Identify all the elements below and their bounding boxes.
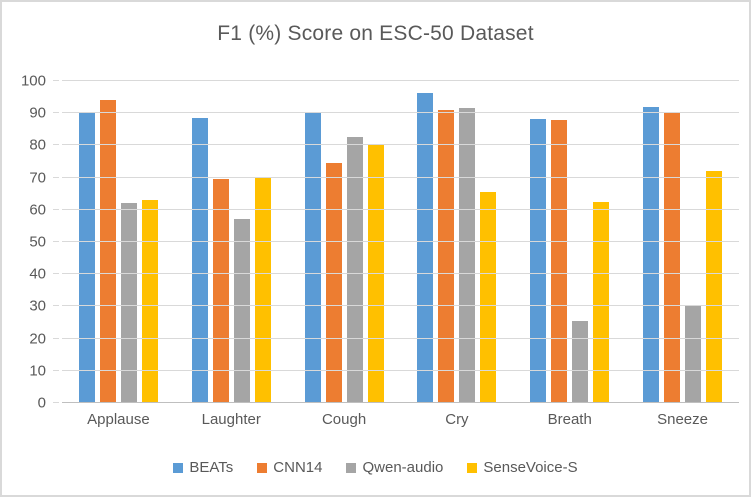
bar-beats-sneeze bbox=[643, 106, 660, 403]
gridline-40 bbox=[62, 273, 739, 275]
x-tick-label-sneeze: Sneeze bbox=[657, 411, 708, 428]
x-tick-label-cry: Cry bbox=[445, 411, 469, 428]
bar-qwen-audio-sneeze bbox=[685, 306, 702, 403]
y-tick-mark-80 bbox=[53, 144, 59, 146]
y-tick-label-40: 40 bbox=[29, 265, 46, 283]
bar-cnn14-cough bbox=[325, 163, 342, 403]
legend-label: Qwen-audio bbox=[362, 459, 444, 476]
bar-group-cough bbox=[288, 81, 401, 403]
y-tick-mark-100 bbox=[53, 80, 59, 81]
y-tick-label-0: 0 bbox=[37, 394, 46, 412]
gridline-30 bbox=[62, 305, 739, 307]
y-tick-mark-20 bbox=[53, 337, 59, 339]
gridline-50 bbox=[62, 241, 739, 242]
y-tick-mark-70 bbox=[53, 176, 59, 178]
y-tick-label-20: 20 bbox=[29, 330, 46, 348]
bar-qwen-audio-laughter bbox=[233, 219, 250, 403]
bar-cnn14-laughter bbox=[212, 179, 229, 403]
plot-area bbox=[53, 80, 739, 403]
legend-swatch-icon bbox=[467, 462, 478, 473]
bar-beats-cry bbox=[417, 92, 434, 403]
y-tick-mark-50 bbox=[53, 241, 59, 242]
legend-swatch-icon bbox=[346, 462, 357, 473]
y-tick-mark-30 bbox=[53, 305, 59, 307]
legend-item-beats: BEATs bbox=[173, 459, 233, 476]
y-tick-mark-10 bbox=[53, 369, 59, 371]
x-axis: Applause Laughter Cough Cry Breath Sneeze bbox=[62, 411, 739, 428]
bar-qwen-audio-applause bbox=[120, 203, 137, 403]
y-tick-mark-90 bbox=[53, 112, 59, 114]
y-tick-mark-60 bbox=[53, 208, 59, 210]
gridline-80 bbox=[62, 144, 739, 146]
bar-sensevoice-s-breath bbox=[593, 201, 610, 403]
legend-item-sensevoice-s: SenseVoice-S bbox=[467, 459, 578, 476]
y-tick-label-70: 70 bbox=[29, 169, 46, 187]
legend-label: BEATs bbox=[189, 459, 234, 476]
legend: BEATs CNN14 Qwen-audio SenseVoice-S bbox=[2, 459, 749, 476]
legend-label: CNN14 bbox=[273, 459, 323, 476]
x-axis-line bbox=[62, 402, 739, 403]
legend-swatch-icon bbox=[257, 462, 268, 473]
y-tick-label-50: 50 bbox=[29, 233, 46, 251]
y-tick-label-60: 60 bbox=[29, 201, 46, 219]
y-tick-label-90: 90 bbox=[29, 104, 46, 122]
bar-qwen-audio-cry bbox=[459, 107, 476, 403]
bar-group-cry bbox=[400, 81, 513, 403]
bar-sensevoice-s-cry bbox=[480, 192, 497, 403]
bar-group-laughter bbox=[175, 81, 288, 403]
bar-cnn14-cry bbox=[438, 109, 455, 403]
y-tick-mark-40 bbox=[53, 273, 59, 275]
gridline-100 bbox=[62, 80, 739, 81]
bar-group-sneeze bbox=[626, 81, 739, 403]
x-tick-label-breath: Breath bbox=[547, 411, 592, 428]
bar-qwen-audio-breath bbox=[572, 320, 589, 403]
bar-sensevoice-s-sneeze bbox=[706, 171, 723, 403]
bar-cnn14-sneeze bbox=[664, 112, 681, 403]
y-tick-label-10: 10 bbox=[29, 362, 46, 380]
bar-beats-breath bbox=[530, 118, 547, 403]
gridline-10 bbox=[62, 369, 739, 371]
legend-item-qwen-audio: Qwen-audio bbox=[346, 459, 443, 476]
y-tick-label-80: 80 bbox=[29, 136, 46, 154]
bar-sensevoice-s-applause bbox=[141, 200, 158, 403]
y-tick-label-100: 100 bbox=[20, 72, 46, 90]
bar-groups bbox=[62, 81, 739, 403]
bar-beats-applause bbox=[78, 111, 95, 403]
legend-swatch-icon bbox=[173, 462, 184, 473]
bar-cnn14-breath bbox=[551, 119, 568, 403]
bar-cnn14-applause bbox=[99, 100, 116, 403]
x-tick-label-laughter: Laughter bbox=[201, 411, 261, 428]
y-tick-label-30: 30 bbox=[29, 297, 46, 315]
bar-group-applause bbox=[62, 81, 175, 403]
x-tick-label-applause: Applause bbox=[87, 411, 150, 428]
chart-title: F1 (%) Score on ESC-50 Dataset bbox=[217, 22, 534, 45]
y-tick-mark-0 bbox=[53, 402, 59, 403]
legend-label: SenseVoice-S bbox=[483, 459, 578, 476]
gridline-90 bbox=[62, 112, 739, 114]
legend-item-cnn14: CNN14 bbox=[257, 459, 322, 476]
bar-sensevoice-s-laughter bbox=[254, 177, 271, 403]
bar-beats-cough bbox=[304, 111, 321, 403]
bar-qwen-audio-cough bbox=[346, 137, 363, 403]
bar-beats-laughter bbox=[191, 118, 208, 403]
y-axis: 0 10 20 30 40 50 60 70 80 90 100 bbox=[2, 73, 50, 412]
gridline-20 bbox=[62, 337, 739, 339]
gridline-60 bbox=[62, 208, 739, 210]
bar-group-breath bbox=[513, 81, 626, 403]
gridline-70 bbox=[62, 176, 739, 178]
x-tick-label-cough: Cough bbox=[321, 411, 367, 428]
